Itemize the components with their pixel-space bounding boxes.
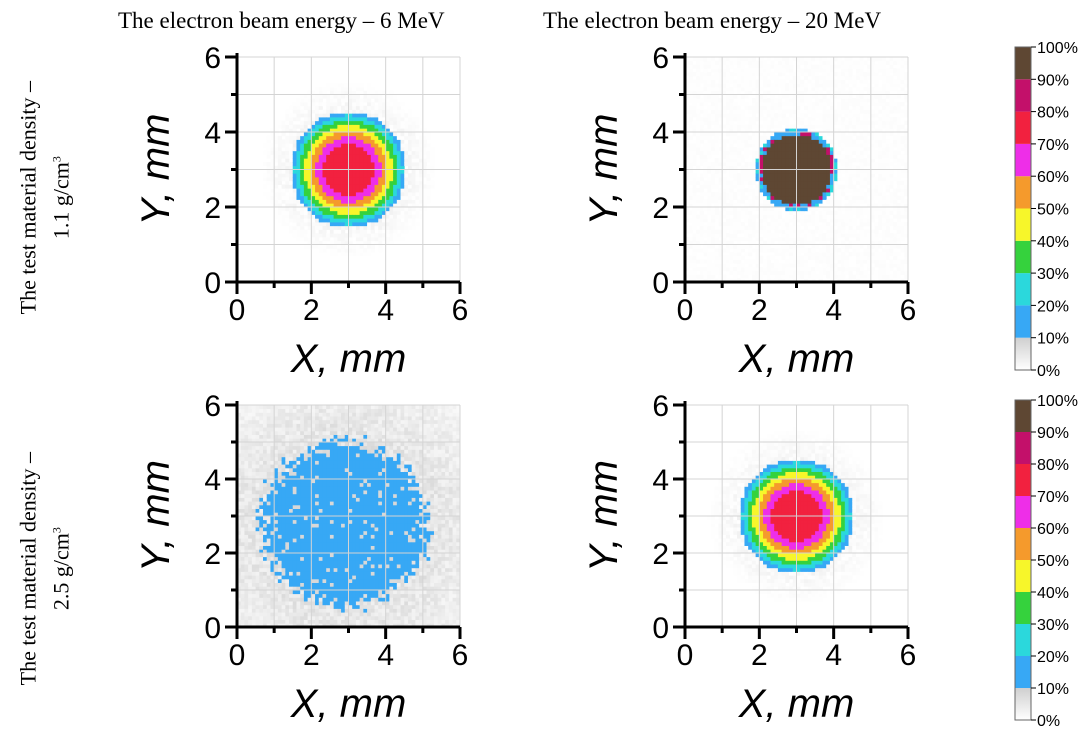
colorbar-segment <box>1015 111 1031 144</box>
colorbar-segment <box>1015 240 1031 274</box>
y-tick-label: 6 <box>204 390 221 423</box>
colorbar-2: 0% 10% 20% 30% 40% 50% 60% 70% 80% 90% 100% <box>1014 393 1078 729</box>
x-tick-label: 4 <box>377 294 394 327</box>
x-tick-label: 6 <box>452 294 469 327</box>
y-tick-label: 0 <box>652 612 669 645</box>
x-tick-label: 6 <box>900 294 917 327</box>
y-tick-label: 4 <box>204 117 221 150</box>
y-tick-label: 6 <box>652 42 669 75</box>
colorbar-segment <box>1015 400 1031 432</box>
y-tick-label: 4 <box>652 464 669 497</box>
colorbar-segment <box>1015 464 1031 496</box>
x-tick-label: 2 <box>751 294 768 327</box>
x-tick-label: 2 <box>751 639 768 672</box>
grid-lines <box>237 404 461 627</box>
colorbar-segment <box>1015 496 1031 528</box>
heatmap-panel-4: 0 2 4 6 0 2 4 6 X, mm Y, mm <box>582 390 916 726</box>
x-tick-label: 4 <box>825 639 842 672</box>
colorbar-segment <box>1015 688 1031 720</box>
colorbar-tick-label: 80% <box>1037 105 1069 122</box>
heatmap-cells <box>707 427 883 602</box>
colorbar-1: 0% 10% 20% 30% 40% 50% 60% 70% 80% 90% 100% <box>1014 40 1078 380</box>
colorbar-tick-label: 50% <box>1037 553 1069 570</box>
y-axis-label: Y, mm <box>582 114 626 226</box>
colorbar-tick-label: 40% <box>1037 234 1069 251</box>
colorbar-segment <box>1015 528 1031 560</box>
y-tick-label: 2 <box>204 192 221 225</box>
heatmap-cells <box>685 57 909 283</box>
x-axis-label: X, mm <box>738 682 855 726</box>
y-tick-label: 4 <box>204 464 221 497</box>
colorbar-segment <box>1015 79 1031 112</box>
heatmap-panel-1: 0 2 4 6 0 2 4 6 X, mm Y, mm <box>134 42 468 381</box>
grid-lines <box>685 56 909 282</box>
colorbar-segment <box>1015 176 1031 209</box>
heatmap-panel-2: 0 2 4 6 0 2 4 6 X, mm Y, mm <box>582 42 916 381</box>
colorbar-segment <box>1015 47 1031 80</box>
colorbar-tick-label: 0% <box>1037 363 1060 380</box>
x-tick-label: 0 <box>677 294 694 327</box>
colorbar-segment <box>1015 337 1031 370</box>
heatmap-panel-3: 0 2 4 6 0 2 4 6 X, mm Y, mm <box>134 390 468 726</box>
y-tick-label: 0 <box>204 612 221 645</box>
x-tick-label: 2 <box>303 639 320 672</box>
colorbar-tick-label: 30% <box>1037 617 1069 634</box>
colorbar-tick-label: 40% <box>1037 585 1069 602</box>
y-tick-label: 0 <box>204 267 221 300</box>
colorbar-tick-label: 100% <box>1037 393 1078 410</box>
y-tick-label: 2 <box>204 538 221 571</box>
colorbar-tick-label: 70% <box>1037 137 1069 154</box>
colorbar-tick-label: 20% <box>1037 649 1069 666</box>
x-tick-label: 0 <box>229 639 246 672</box>
x-axis-label: X, mm <box>290 682 407 726</box>
x-tick-label: 2 <box>303 294 320 327</box>
colorbar-segment <box>1015 624 1031 656</box>
colorbar-tick-label: 0% <box>1037 713 1060 729</box>
heatmap-cells <box>237 405 461 628</box>
colorbar-tick-label: 90% <box>1037 425 1069 442</box>
y-axis-label: Y, mm <box>582 460 626 572</box>
colorbar-segment <box>1015 143 1031 177</box>
y-tick-label: 6 <box>204 42 221 75</box>
y-tick-label: 2 <box>652 538 669 571</box>
colorbar-segment <box>1015 208 1031 241</box>
y-axis-label: Y, mm <box>134 114 178 226</box>
x-tick-label: 4 <box>377 639 394 672</box>
column-title-6mev: The electron beam energy – 6 MeV <box>118 8 445 33</box>
x-tick-label: 0 <box>677 639 694 672</box>
heatmap-cells <box>263 83 435 257</box>
x-tick-label: 6 <box>900 639 917 672</box>
colorbar-segment <box>1015 560 1031 592</box>
colorbar-tick-label: 70% <box>1037 489 1069 506</box>
colorbar-tick-label: 90% <box>1037 72 1069 89</box>
x-tick-label: 4 <box>825 294 842 327</box>
y-tick-label: 6 <box>652 390 669 423</box>
colorbar-tick-label: 30% <box>1037 266 1069 283</box>
colorbar-tick-label: 10% <box>1037 331 1069 348</box>
colorbar-tick-label: 10% <box>1037 681 1069 698</box>
x-axis-label: X, mm <box>290 337 407 381</box>
colorbar-tick-label: 60% <box>1037 169 1069 186</box>
colorbar-segment <box>1015 592 1031 624</box>
grid-lines <box>237 56 461 282</box>
y-axis-label: Y, mm <box>134 460 178 572</box>
grid-lines <box>685 404 909 627</box>
y-tick-label: 2 <box>652 192 669 225</box>
colorbar-tick-label: 100% <box>1037 40 1078 57</box>
column-title-20mev: The electron beam energy – 20 MeV <box>543 8 882 33</box>
x-tick-label: 0 <box>229 294 246 327</box>
x-tick-label: 6 <box>452 639 469 672</box>
y-tick-label: 4 <box>652 117 669 150</box>
colorbar-segment <box>1015 656 1031 688</box>
colorbar-segment <box>1015 432 1031 464</box>
colorbar-tick-label: 50% <box>1037 202 1069 219</box>
y-tick-label: 0 <box>652 267 669 300</box>
colorbar-segment <box>1015 273 1031 306</box>
colorbar-tick-label: 80% <box>1037 457 1069 474</box>
colorbar-segment <box>1015 305 1031 338</box>
colorbar-tick-label: 20% <box>1037 298 1069 315</box>
x-axis-label: X, mm <box>738 337 855 381</box>
colorbar-tick-label: 60% <box>1037 521 1069 538</box>
